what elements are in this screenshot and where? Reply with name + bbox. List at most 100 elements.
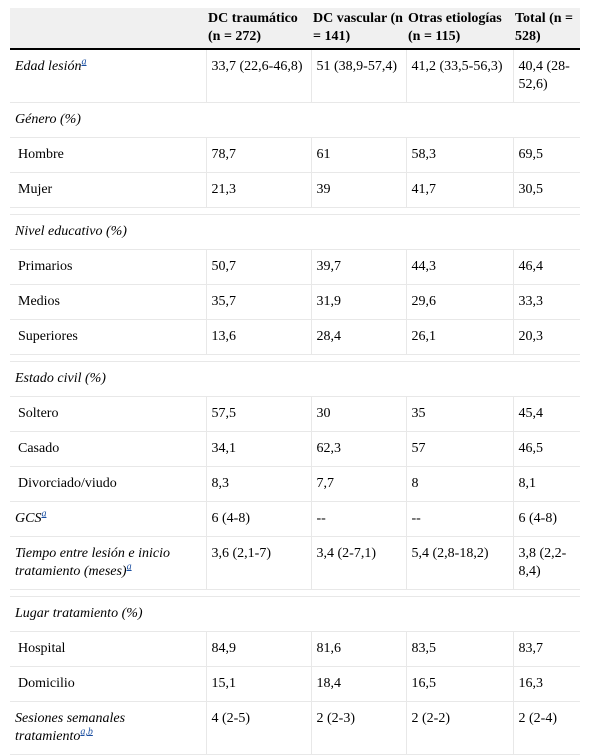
- cell: 29,6: [406, 284, 514, 320]
- cell: 61: [311, 137, 407, 173]
- section-label: Lugar tratamiento (%): [10, 596, 580, 632]
- cell: 3,4 (2-7,1): [311, 536, 407, 590]
- header-dc-traumatico: DC traumático (n = 272): [206, 8, 311, 50]
- cell: 50,7: [206, 249, 312, 285]
- cell: 30: [311, 396, 407, 432]
- cell: 39,7: [311, 249, 407, 285]
- cell: 20,3: [513, 319, 580, 355]
- section-row-nivel-educativo: Nivel educativo (%): [10, 214, 580, 250]
- header-dc-vascular: DC vascular (n = 141): [311, 8, 406, 50]
- cell: 26,1: [406, 319, 514, 355]
- cell: 16,3: [513, 666, 580, 702]
- cell: 69,5: [513, 137, 580, 173]
- cell: 16,5: [406, 666, 514, 702]
- cell: 8: [406, 466, 514, 502]
- cell: 5,4 (2,8-18,2): [406, 536, 514, 590]
- cell: 21,3: [206, 172, 312, 208]
- spacer-row: [10, 354, 580, 362]
- row-label: Superiores: [10, 319, 207, 355]
- cell: 8,1: [513, 466, 580, 502]
- cell: 84,9: [206, 631, 312, 667]
- section-row-estado-civil: Estado civil (%): [10, 361, 580, 397]
- cell: 31,9: [311, 284, 407, 320]
- cell: 3,6 (2,1-7): [206, 536, 312, 590]
- row-label: Mujer: [10, 172, 207, 208]
- row-label: Soltero: [10, 396, 207, 432]
- cell: 41,2 (33,5-56,3): [406, 49, 514, 103]
- footnote-link[interactable]: a: [81, 56, 87, 68]
- table-row-casado: Casado 34,1 62,3 57 46,5: [10, 431, 580, 467]
- cell: 6 (4-8): [513, 501, 580, 537]
- row-label: Hombre: [10, 137, 207, 173]
- cell: --: [311, 501, 407, 537]
- section-label: Nivel educativo (%): [10, 214, 580, 250]
- cell: --: [406, 501, 514, 537]
- table-row-divorciado: Divorciado/viudo 8,3 7,7 8 8,1: [10, 466, 580, 502]
- row-label: Casado: [10, 431, 207, 467]
- cell: 6 (4-8): [206, 501, 312, 537]
- cell: 62,3: [311, 431, 407, 467]
- table-row-tiempo: Tiempo entre lesión e inicio tratamiento…: [10, 536, 580, 590]
- row-label: GCSa: [10, 501, 207, 537]
- spacer-row: [10, 589, 580, 597]
- footnote-link[interactable]: a,b: [80, 726, 93, 738]
- footnote-link[interactable]: a: [126, 561, 132, 573]
- cell: 8,3: [206, 466, 312, 502]
- cell: 81,6: [311, 631, 407, 667]
- cell: 33,3: [513, 284, 580, 320]
- header-row: DC traumático (n = 272) DC vascular (n =…: [10, 8, 580, 50]
- cell: 4 (2-5): [206, 701, 312, 755]
- section-row-genero: Género (%): [10, 102, 580, 138]
- cell: 2 (2-4): [513, 701, 580, 755]
- header-total: Total (n = 528): [513, 8, 580, 50]
- row-label: Primarios: [10, 249, 207, 285]
- table-row-domicilio: Domicilio 15,1 18,4 16,5 16,3: [10, 666, 580, 702]
- cell: 78,7: [206, 137, 312, 173]
- cell: 30,5: [513, 172, 580, 208]
- cell: 18,4: [311, 666, 407, 702]
- cell: 41,7: [406, 172, 514, 208]
- cell: 40,4 (28-52,6): [513, 49, 580, 103]
- cell: 13,6: [206, 319, 312, 355]
- spacer-row: [10, 207, 580, 215]
- cell: 35: [406, 396, 514, 432]
- cell: 45,4: [513, 396, 580, 432]
- cell: 34,1: [206, 431, 312, 467]
- cell: 2 (2-3): [311, 701, 407, 755]
- cell: 83,5: [406, 631, 514, 667]
- row-label: Sesiones semanales tratamientoa,b: [10, 701, 207, 755]
- demographics-table: DC traumático (n = 272) DC vascular (n =…: [10, 8, 580, 755]
- cell: 44,3: [406, 249, 514, 285]
- row-label: Tiempo entre lesión e inicio tratamiento…: [10, 536, 207, 590]
- table-row-hospital: Hospital 84,9 81,6 83,5 83,7: [10, 631, 580, 667]
- cell: 57,5: [206, 396, 312, 432]
- table-row-hombre: Hombre 78,7 61 58,3 69,5: [10, 137, 580, 173]
- cell: 58,3: [406, 137, 514, 173]
- section-label: Estado civil (%): [10, 361, 580, 397]
- cell: 33,7 (22,6-46,8): [206, 49, 312, 103]
- cell: 51 (38,9-57,4): [311, 49, 407, 103]
- row-label: Edad lesióna: [10, 49, 207, 103]
- table-row-mujer: Mujer 21,3 39 41,7 30,5: [10, 172, 580, 208]
- table-row-sesiones: Sesiones semanales tratamientoa,b 4 (2-5…: [10, 701, 580, 755]
- row-label: Medios: [10, 284, 207, 320]
- row-label: Hospital: [10, 631, 207, 667]
- cell: 35,7: [206, 284, 312, 320]
- row-label: Domicilio: [10, 666, 207, 702]
- header-blank: [10, 8, 206, 50]
- cell: 57: [406, 431, 514, 467]
- cell: 15,1: [206, 666, 312, 702]
- table-row-gcs: GCSa 6 (4-8) -- -- 6 (4-8): [10, 501, 580, 537]
- table-row-soltero: Soltero 57,5 30 35 45,4: [10, 396, 580, 432]
- cell: 46,4: [513, 249, 580, 285]
- cell: 39: [311, 172, 407, 208]
- cell: 28,4: [311, 319, 407, 355]
- row-label: Divorciado/viudo: [10, 466, 207, 502]
- table-row-superiores: Superiores 13,6 28,4 26,1 20,3: [10, 319, 580, 355]
- footnote-link[interactable]: a: [41, 508, 47, 520]
- cell: 2 (2-2): [406, 701, 514, 755]
- cell: 3,8 (2,2-8,4): [513, 536, 580, 590]
- cell: 46,5: [513, 431, 580, 467]
- section-row-lugar-tratamiento: Lugar tratamiento (%): [10, 596, 580, 632]
